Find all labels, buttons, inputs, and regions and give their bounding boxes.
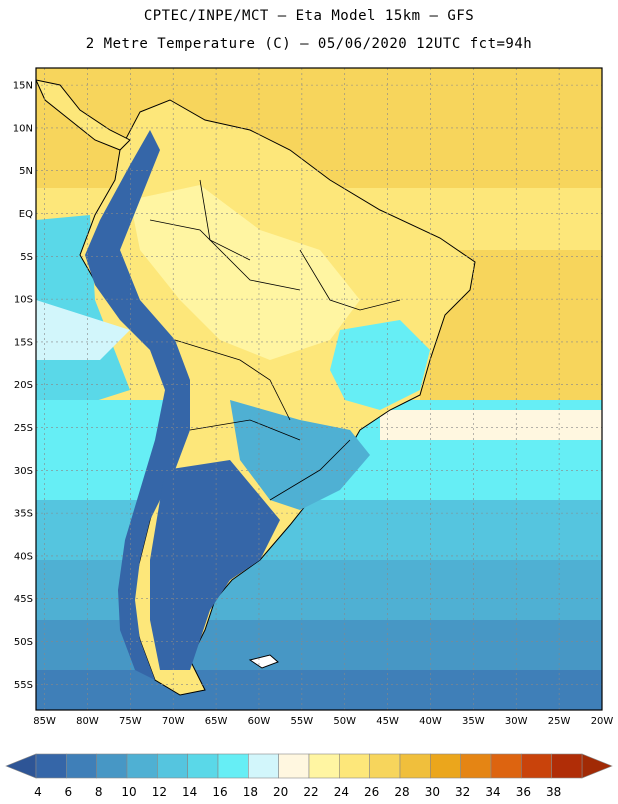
longitude-labels: 85W 80W 75W 70W 65W 60W 55W 50W 45W 40W 35W 30W 25W 2… bbox=[33, 716, 613, 727]
colorbar-box bbox=[217, 753, 249, 779]
colorbar-tick-label: 26 bbox=[364, 785, 379, 799]
patagonia-cold-region bbox=[150, 460, 280, 670]
lat-label: 25S bbox=[14, 423, 33, 434]
band-35s bbox=[36, 500, 602, 560]
colorbar-labels: 4 6 8 10 12 14 16 18 20 22 24 26 28 30 32 34 36 38 bbox=[34, 785, 561, 799]
lat-label: 35S bbox=[14, 509, 33, 520]
colorbar-tick-label: 4 bbox=[34, 785, 42, 799]
lon-label: 30W bbox=[505, 716, 528, 727]
lat-label: 55S bbox=[14, 680, 33, 691]
colorbar-left-arrow bbox=[5, 753, 37, 779]
colorbar-box bbox=[66, 753, 97, 779]
latitude-labels: 15N 10N 5N EQ 5S 10S 15S 20S 25S 30S 35S 40S 45S 50S 5… bbox=[13, 81, 33, 691]
lat-label: 5N bbox=[19, 166, 33, 177]
colorbar-right-arrow bbox=[581, 753, 613, 779]
colorbar-box bbox=[248, 753, 279, 779]
colorbar-tick-label: 34 bbox=[485, 785, 500, 799]
amazon-warm-region bbox=[130, 185, 360, 360]
lon-label: 75W bbox=[119, 716, 142, 727]
map-subtitle: 2 Metre Temperature (C) – 05/06/2020 12U… bbox=[85, 36, 533, 52]
colorbar-box bbox=[490, 753, 522, 779]
andes-cold-region bbox=[85, 130, 190, 680]
colorbar-box bbox=[369, 753, 401, 779]
colorbar-box bbox=[278, 753, 310, 779]
map-grid bbox=[36, 68, 603, 710]
border-uruguay bbox=[269, 439, 351, 501]
map-field bbox=[36, 68, 602, 710]
colorbar-tick-label: 12 bbox=[152, 785, 167, 799]
central-america-land bbox=[36, 79, 131, 151]
map-title: CPTEC/INPE/MCT – Eta Model 15km – GFS bbox=[143, 8, 475, 24]
lon-label: 80W bbox=[76, 716, 99, 727]
falkland-islands bbox=[248, 654, 279, 669]
lon-label: 40W bbox=[419, 716, 442, 727]
lon-label: 50W bbox=[333, 716, 356, 727]
colorbar-box bbox=[430, 753, 461, 779]
lon-label: 45W bbox=[376, 716, 399, 727]
colorbar-box bbox=[339, 753, 370, 779]
colorbar-box bbox=[157, 753, 188, 779]
lat-label: 20S bbox=[14, 380, 33, 391]
colorbar-box bbox=[521, 753, 552, 779]
lat-label: 50S bbox=[14, 637, 33, 648]
lon-label: 35W bbox=[462, 716, 485, 727]
colorbar-tick-label: 36 bbox=[516, 785, 531, 799]
colorbar-box bbox=[551, 753, 583, 779]
colorbar-tick-label: 28 bbox=[394, 785, 409, 799]
lat-label: 5S bbox=[20, 252, 33, 263]
colorbar-tick-label: 22 bbox=[303, 785, 318, 799]
colorbar-tick-label: 16 bbox=[212, 785, 227, 799]
colorbar-tick-label: 8 bbox=[95, 785, 103, 799]
colorbar: 4 6 8 10 12 14 16 18 20 22 24 26 28 30 32 34 36 38 bbox=[5, 753, 613, 799]
colorbar-tick-label: 14 bbox=[182, 785, 197, 799]
lon-label: 70W bbox=[162, 716, 185, 727]
colorbar-box bbox=[460, 753, 492, 779]
colorbar-tick-label: 18 bbox=[243, 785, 258, 799]
lat-label: 10S bbox=[14, 295, 33, 306]
colorbar-box bbox=[399, 753, 431, 779]
lon-label: 25W bbox=[548, 716, 571, 727]
lon-label: 55W bbox=[291, 716, 314, 727]
colorbar-tick-label: 32 bbox=[455, 785, 470, 799]
border-north bbox=[149, 219, 301, 291]
lon-label: 85W bbox=[33, 716, 56, 727]
colorbar-box bbox=[96, 753, 128, 779]
colorbar-tick-label: 20 bbox=[273, 785, 288, 799]
colorbar-boxes bbox=[35, 753, 583, 779]
lon-label: 60W bbox=[248, 716, 271, 727]
lat-label: 40S bbox=[14, 551, 33, 562]
colorbar-tick-label: 24 bbox=[334, 785, 349, 799]
lat-label: EQ bbox=[19, 209, 33, 220]
border-argentina-north bbox=[189, 419, 301, 441]
lat-label: 15S bbox=[14, 337, 33, 348]
lat-label: 30S bbox=[14, 466, 33, 477]
lon-label: 65W bbox=[205, 716, 228, 727]
lat-label: 15N bbox=[13, 81, 33, 92]
border-bolivia-brazil bbox=[174, 339, 291, 421]
map-frame bbox=[35, 67, 603, 711]
southern-brazil-cool-region bbox=[230, 400, 370, 510]
colorbar-tick-label: 10 bbox=[121, 785, 136, 799]
colorbar-tick-label: 30 bbox=[425, 785, 440, 799]
colorbar-tick-label: 38 bbox=[546, 785, 561, 799]
colorbar-box bbox=[187, 753, 219, 779]
colorbar-box bbox=[308, 753, 340, 779]
pacific-mild-band bbox=[36, 300, 130, 360]
lat-label: 10N bbox=[13, 123, 33, 134]
southeast-brazil-cool-region bbox=[330, 320, 430, 410]
colorbar-box bbox=[126, 753, 158, 779]
border-colombia-venezuela bbox=[199, 179, 251, 261]
colorbar-box bbox=[35, 753, 67, 779]
band-55s bbox=[36, 670, 602, 710]
lat-label: 45S bbox=[14, 594, 33, 605]
colorbar-tick-label: 6 bbox=[65, 785, 73, 799]
lon-label: 20W bbox=[591, 716, 614, 727]
